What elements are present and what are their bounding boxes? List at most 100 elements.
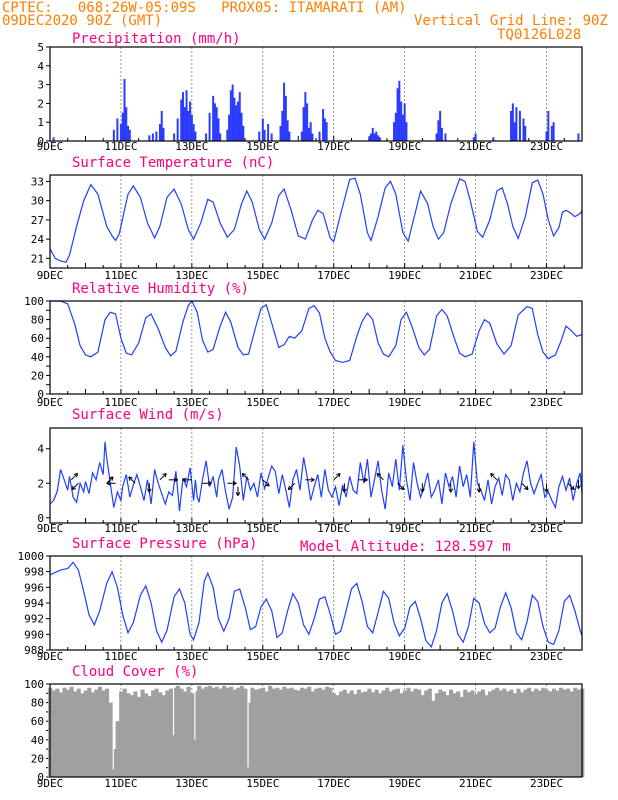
precip-bar — [208, 112, 211, 141]
wind-arrow-head — [288, 488, 293, 491]
precip-bar — [267, 124, 270, 141]
y-tick-label: 20 — [31, 752, 44, 765]
wind-arrow-head — [399, 488, 405, 491]
precip-bar — [187, 110, 190, 141]
precip-bar — [217, 118, 220, 141]
wind-arrow — [262, 479, 270, 487]
precip-bar — [550, 125, 553, 141]
cloud-bar — [555, 690, 560, 777]
precip-bar — [119, 124, 122, 141]
cloud-bar — [158, 692, 163, 777]
precip-bar — [236, 101, 239, 141]
cloud-bar — [356, 689, 361, 777]
wind-arrow-head — [576, 485, 579, 490]
precip-bar — [405, 122, 408, 141]
panel-title: Cloud Cover (%) — [72, 664, 198, 680]
y-tick-label: 100 — [24, 295, 44, 308]
cloud-bar — [151, 690, 156, 777]
header-date: 09DEC2020 90Z (GMT) — [2, 13, 163, 29]
cloud-bar — [83, 690, 88, 777]
precip-bar — [194, 131, 197, 141]
cloud-bar — [360, 692, 365, 777]
cloud-bar — [55, 688, 60, 777]
cloud-bar — [339, 691, 344, 777]
date-label: 23DEC — [530, 650, 563, 663]
precip-bar — [396, 88, 399, 141]
precip-bar — [158, 124, 161, 141]
wind-arrow — [70, 473, 78, 481]
cloud-bar — [154, 688, 159, 777]
precip-bar — [513, 122, 516, 141]
precip-bar — [192, 124, 195, 141]
date-label: 13DEC — [175, 777, 208, 790]
cloud-bar — [239, 685, 244, 777]
wind-arrow-head — [363, 479, 368, 483]
cloud-bar — [129, 695, 134, 777]
wind-arrow-head — [287, 485, 290, 490]
y-tick-label: 24 — [31, 233, 45, 246]
cloud-bar — [473, 694, 478, 777]
cloud-bar — [573, 687, 578, 777]
panel-1: 21 24 27 30 33 Surface Temperature (nC) 9DEC 11… — [31, 155, 583, 282]
cloud-bar — [424, 690, 429, 777]
wind-arrow-head — [524, 488, 529, 491]
date-label: 21DEC — [459, 777, 492, 790]
date-label: 23DEC — [530, 396, 563, 409]
precip-bar — [439, 110, 442, 141]
cloud-bar — [275, 687, 280, 777]
cloud-bar — [516, 688, 521, 777]
precip-bar — [373, 133, 376, 141]
cloud-bar — [381, 690, 386, 777]
cloud-bar — [431, 700, 436, 777]
cloud-bar — [534, 688, 539, 777]
precip-bar — [435, 133, 438, 141]
y-tick-label: 994 — [24, 597, 44, 610]
precip-bar — [440, 127, 443, 141]
precip-bar — [281, 110, 284, 141]
panel-frame — [49, 683, 583, 778]
date-label: 17DEC — [317, 650, 350, 663]
precip-bar — [325, 122, 328, 141]
cloud-bar — [190, 693, 195, 777]
cloud-bar — [417, 689, 422, 777]
precip-bar — [368, 137, 371, 141]
y-tick-label: 60 — [31, 332, 44, 345]
cloud-bar — [229, 686, 234, 777]
cloud-bar — [179, 688, 184, 777]
precip-bar — [228, 114, 231, 141]
precip-bar — [182, 92, 184, 141]
cloud-bar — [413, 688, 418, 777]
precip-bar — [176, 118, 179, 141]
date-label: 23DEC — [530, 777, 563, 790]
precip-bar — [577, 133, 580, 141]
cloud-bar — [385, 687, 390, 777]
precip-bar — [492, 137, 495, 141]
wind-arrow-head — [376, 472, 382, 476]
cloud-bar — [97, 686, 103, 777]
cloud-bar — [236, 687, 241, 777]
cloud-bar — [296, 690, 301, 777]
cloud-bar — [133, 691, 138, 777]
precip-bar — [261, 118, 264, 141]
cloud-bar — [58, 692, 64, 777]
panel-frame — [49, 555, 583, 651]
wind-arrow-head — [402, 485, 405, 490]
series-line — [49, 177, 583, 263]
series-line — [49, 561, 583, 649]
cloud-bar — [140, 689, 145, 777]
date-label: 11DEC — [104, 140, 137, 153]
y-tick-label: 80 — [31, 697, 44, 710]
cloud-bar — [402, 690, 408, 777]
wind-arrow-head — [71, 488, 76, 491]
cloud-bar — [420, 695, 425, 777]
cloud-bar — [80, 693, 85, 777]
cloud-bar — [204, 686, 209, 777]
cloud-bar — [392, 689, 397, 777]
wind-arrow-head — [448, 488, 452, 493]
cloud-bar — [289, 687, 294, 777]
wind-arrow-head — [490, 472, 495, 476]
y-tick-label: 4 — [37, 443, 44, 456]
cloud-bar — [108, 702, 113, 777]
precip-bar — [213, 103, 216, 141]
